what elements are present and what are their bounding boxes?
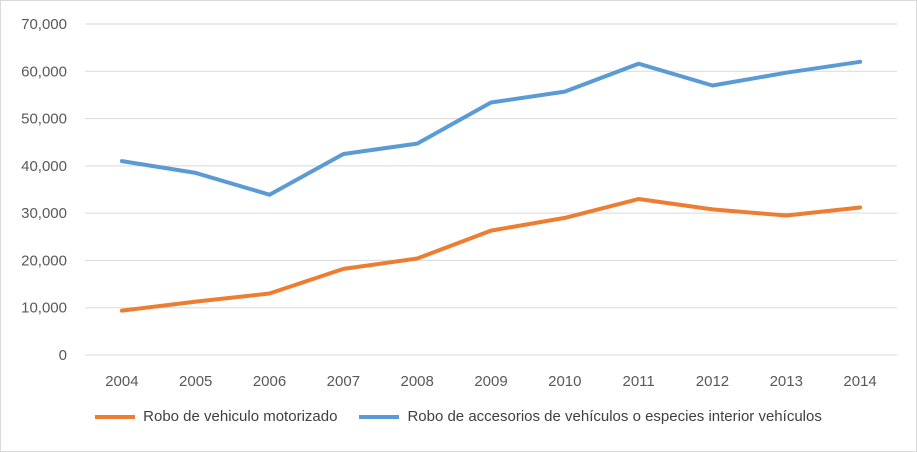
legend-item-motorizado: Robo de vehiculo motorizado: [95, 408, 337, 425]
x-tick-label: 2012: [696, 373, 729, 390]
x-tick-label: 2011: [623, 373, 655, 390]
series-line-1: [119, 59, 863, 197]
y-tick-label: 40,000: [21, 158, 67, 175]
x-tick-label: 2013: [770, 373, 803, 390]
y-tick-label: 50,000: [21, 111, 67, 128]
legend-swatch-accesorios: [359, 414, 400, 419]
y-tick-label: 0: [59, 347, 67, 364]
series-lines: [119, 59, 863, 313]
y-tick-label: 70,000: [21, 16, 67, 33]
y-tick-label: 20,000: [21, 252, 67, 269]
x-axis-tick-labels: 2004 2005 2006 2007 2008 2009 2010 2011 2012 2013…: [105, 373, 877, 390]
x-tick-label: 2009: [474, 373, 507, 390]
y-axis-tick-labels: 0 10,000 20,000 30,000 40,000 50,000 60,000 70,…: [21, 16, 67, 364]
legend-item-accesorios: Robo de accesorios de vehículos o especi…: [359, 408, 822, 425]
series-line-0: [119, 197, 863, 313]
y-tick-label: 10,000: [21, 300, 67, 317]
x-tick-label: 2008: [400, 373, 433, 390]
x-tick-label: 2010: [548, 373, 581, 390]
y-tick-label: 60,000: [21, 63, 67, 80]
x-tick-label: 2005: [179, 373, 212, 390]
gridlines: [85, 23, 897, 356]
legend-label-accesorios: Robo de accesorios de vehículos o especi…: [407, 408, 822, 425]
legend: Robo de vehiculo motorizado Robo de acce…: [0, 408, 917, 425]
x-tick-label: 2004: [105, 373, 138, 390]
legend-swatch-motorizado: [95, 414, 136, 419]
x-tick-label: 2007: [327, 373, 360, 390]
x-tick-label: 2006: [253, 373, 286, 390]
y-tick-label: 30,000: [21, 205, 67, 222]
legend-label-motorizado: Robo de vehiculo motorizado: [143, 408, 338, 425]
x-tick-label: 2014: [843, 373, 876, 390]
